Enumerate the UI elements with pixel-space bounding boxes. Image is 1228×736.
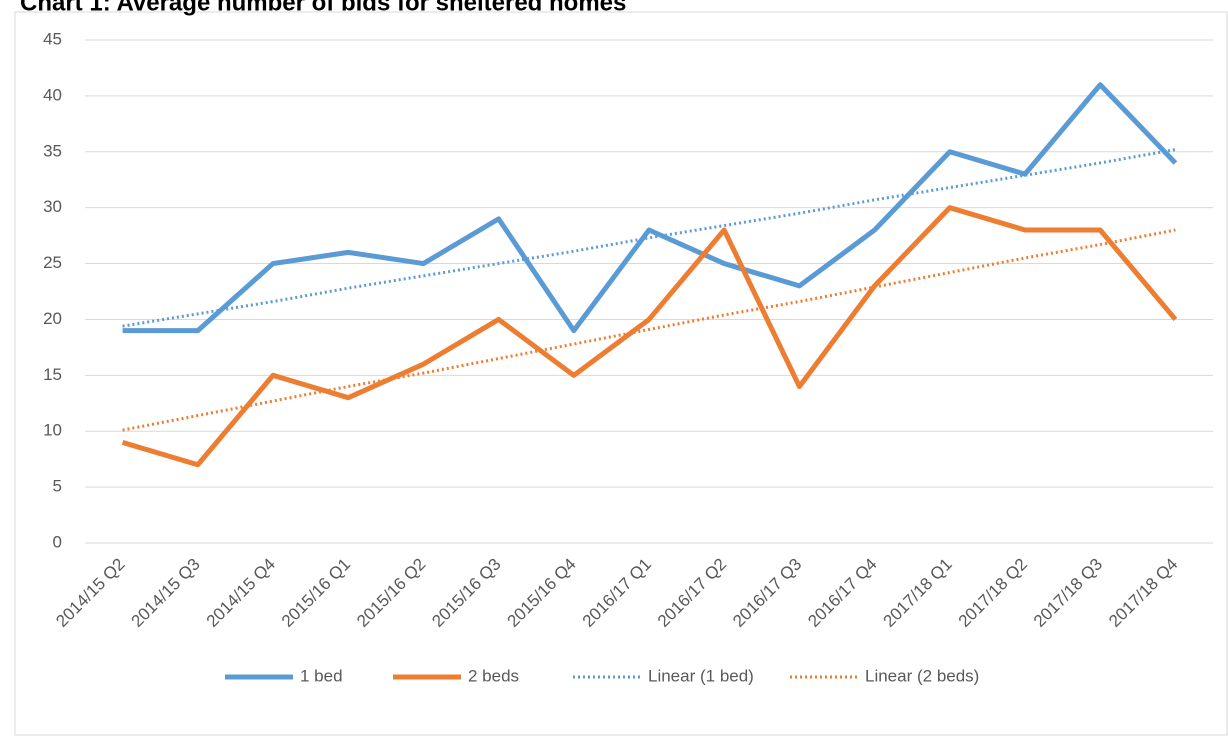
y-tick-label: 45: [43, 29, 62, 48]
series-line: [121, 205, 1178, 468]
y-tick-label: 0: [53, 532, 62, 551]
y-tick-label: 40: [43, 85, 62, 104]
y-tick-label: 35: [43, 141, 62, 160]
series-line: [122, 82, 1178, 334]
y-tick-label: 15: [43, 365, 62, 384]
y-tick-label: 25: [43, 253, 62, 272]
y-tick-label: 5: [53, 477, 62, 496]
legend-label: 1 bed: [300, 666, 343, 685]
chart-title: Chart 1: Average number of bids for shel…: [20, 0, 626, 16]
legend-label: Linear (2 beds): [865, 666, 979, 685]
y-tick-label: 20: [43, 309, 62, 328]
y-tick-label: 10: [43, 421, 62, 440]
trend-line: [122, 228, 1176, 432]
legend-label: Linear (1 bed): [648, 666, 754, 685]
chart-frame: [14, 11, 1228, 736]
y-tick-label: 30: [43, 197, 62, 216]
legend-label: 2 beds: [468, 666, 519, 685]
